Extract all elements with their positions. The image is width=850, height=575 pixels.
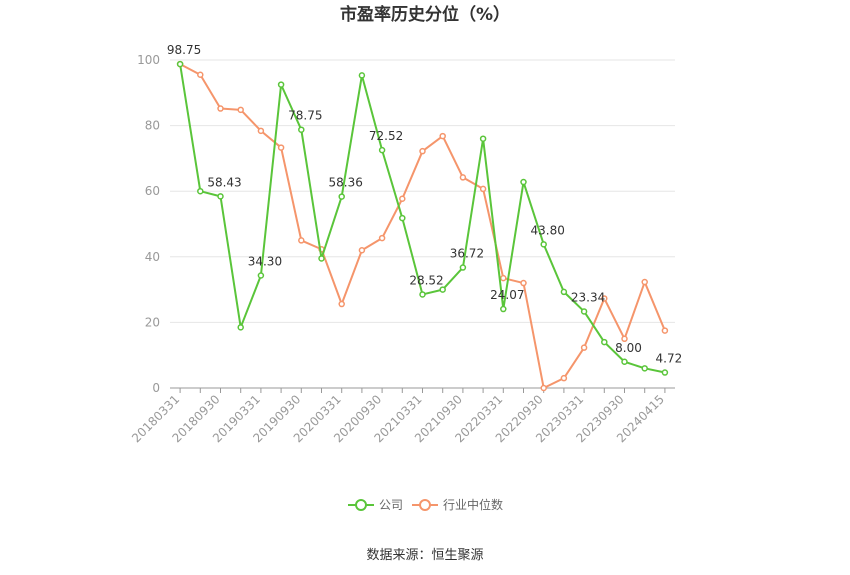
legend-item-1[interactable]: 行业中位数 <box>412 497 503 512</box>
data-point[interactable] <box>540 384 547 392</box>
data-point[interactable] <box>419 147 426 155</box>
data-point[interactable] <box>358 72 366 79</box>
data-point[interactable] <box>298 237 305 244</box>
data-point[interactable] <box>338 300 345 308</box>
data-point[interactable] <box>641 278 648 286</box>
y-tick-label: 20 <box>145 315 160 329</box>
y-tick-label: 80 <box>145 119 160 133</box>
data-point[interactable] <box>439 132 446 140</box>
data-point[interactable] <box>176 60 184 68</box>
series-group <box>176 60 669 392</box>
legend-item-0[interactable]: 公司 <box>348 498 403 512</box>
data-point[interactable] <box>500 305 507 313</box>
series-0 <box>176 60 669 376</box>
data-point[interactable] <box>540 241 547 248</box>
data-label: 43.80 <box>531 223 565 237</box>
data-source: 数据来源：恒生聚源 <box>366 548 483 563</box>
data-point[interactable] <box>237 106 244 114</box>
data-labels: 98.75 58.43 34.30 78.75 58.36 72.52 28.52 36.72… <box>167 43 682 365</box>
data-point[interactable] <box>318 255 325 262</box>
data-label: 28.52 <box>409 273 443 287</box>
data-label: 72.52 <box>369 129 403 143</box>
data-point[interactable] <box>560 288 568 296</box>
data-point[interactable] <box>399 195 406 202</box>
data-point[interactable] <box>601 338 608 346</box>
data-label: 23.34 <box>571 290 605 304</box>
legend-label: 行业中位数 <box>443 497 503 512</box>
data-point[interactable] <box>479 135 487 142</box>
y-tick-label: 60 <box>145 184 160 198</box>
data-point[interactable] <box>520 178 527 186</box>
data-point[interactable] <box>580 344 588 351</box>
data-point[interactable] <box>399 214 406 222</box>
series-line <box>179 63 666 389</box>
data-point[interactable] <box>479 185 487 193</box>
data-label: 58.43 <box>207 175 241 189</box>
data-point[interactable] <box>419 291 426 298</box>
series-1 <box>176 60 669 392</box>
data-label: 4.72 <box>656 352 683 366</box>
data-point[interactable] <box>257 127 265 135</box>
data-label: 36.72 <box>450 247 484 261</box>
data-point[interactable] <box>298 126 305 133</box>
x-axis: 2018033120180930201903312019093020200331… <box>129 387 675 445</box>
data-point[interactable] <box>621 358 628 366</box>
data-label: 24.07 <box>490 288 524 302</box>
y-tick-label: 100 <box>137 53 160 67</box>
data-point[interactable] <box>601 295 608 302</box>
legend-marker <box>419 499 431 511</box>
data-point[interactable] <box>459 264 467 271</box>
data-point[interactable] <box>197 71 204 79</box>
data-point[interactable] <box>439 286 446 293</box>
chart-title: 市盈率历史分位（%） <box>340 4 510 25</box>
data-point[interactable] <box>621 335 628 343</box>
y-axis: 0 20 40 60 80 100 <box>137 53 160 395</box>
data-point[interactable] <box>378 146 386 154</box>
y-tick-label: 40 <box>145 250 160 264</box>
data-point[interactable] <box>641 365 648 372</box>
data-point[interactable] <box>338 193 345 200</box>
legend-marker <box>355 499 367 511</box>
data-point[interactable] <box>217 105 224 112</box>
data-point[interactable] <box>237 324 244 331</box>
legend-label: 公司 <box>379 498 403 512</box>
data-point[interactable] <box>520 279 527 287</box>
data-label: 58.36 <box>329 176 363 190</box>
data-point[interactable] <box>661 369 669 376</box>
y-tick-label: 0 <box>152 381 160 395</box>
data-point[interactable] <box>459 174 467 181</box>
data-point[interactable] <box>661 327 669 334</box>
data-label: 98.75 <box>167 43 201 57</box>
data-point[interactable] <box>197 187 204 195</box>
legend[interactable]: 公司 行业中位数 <box>348 497 503 512</box>
data-point[interactable] <box>277 81 285 88</box>
data-point[interactable] <box>217 193 224 200</box>
data-point[interactable] <box>257 272 265 279</box>
data-label: 34.30 <box>248 254 282 268</box>
data-point[interactable] <box>358 246 366 254</box>
data-point[interactable] <box>580 308 588 315</box>
data-point[interactable] <box>277 144 285 151</box>
data-point[interactable] <box>378 234 386 242</box>
data-point[interactable] <box>500 274 507 282</box>
data-label: 78.75 <box>288 109 322 123</box>
data-point[interactable] <box>560 374 568 382</box>
data-label: 8.00 <box>615 341 642 355</box>
